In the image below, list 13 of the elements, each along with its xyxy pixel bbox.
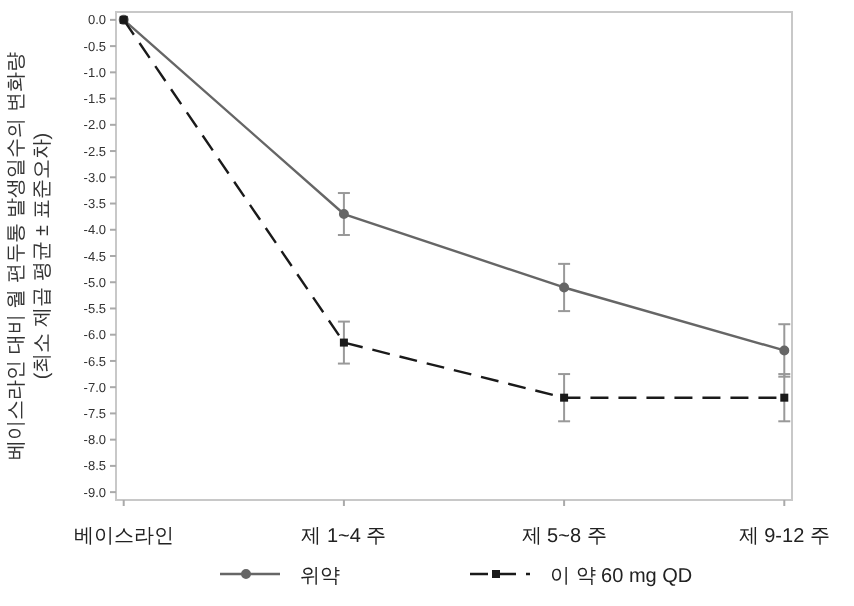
point [339,338,348,347]
legend-label: 위약 [300,566,340,588]
x-tick-label: 제 1~4 주 [301,526,387,548]
point [559,282,570,293]
x-tick-label: 베이스라인 [73,526,174,548]
x-tick-label: 제 5~8 주 [521,526,607,548]
point [779,345,790,356]
x-tick-label: 제 9-12 주 [738,526,830,548]
legend-label: 이 약 60 mg QD [550,566,693,588]
y-axis-title: 베이스라인 대비 월 편두통 발생일수의 변화량 (최소 제곱 평균 ± 표준오차) [6,52,54,460]
point [780,393,789,402]
point [338,209,349,220]
point [560,393,569,402]
